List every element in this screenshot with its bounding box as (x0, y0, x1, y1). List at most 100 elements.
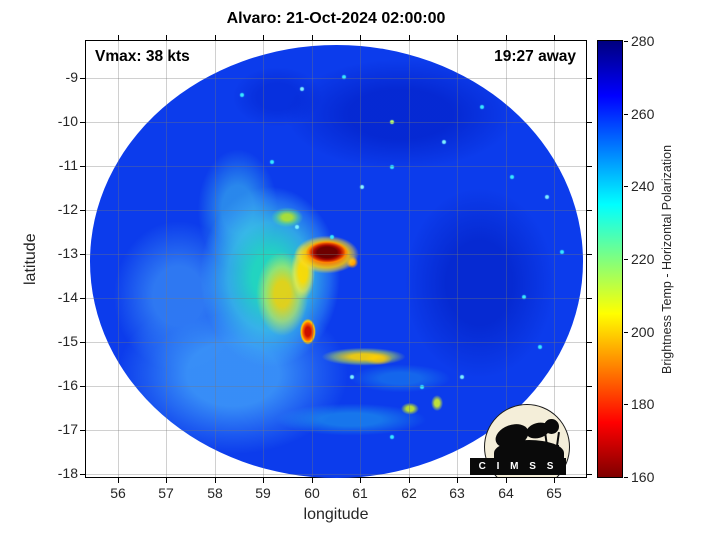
x-tick (118, 478, 119, 483)
x-gridline (263, 41, 264, 477)
y-tick-label: -11 (58, 157, 78, 173)
y-tick (587, 474, 592, 475)
x-tick (360, 35, 361, 40)
x-tick (215, 35, 216, 40)
y-tick (80, 122, 85, 123)
y-gridline (86, 386, 586, 387)
x-tick (457, 35, 458, 40)
y-tick-label: -14 (57, 289, 78, 305)
y-tick (587, 430, 592, 431)
x-tick (166, 35, 167, 40)
x-tick-label: 65 (546, 485, 562, 501)
y-tick-label: -13 (57, 245, 78, 261)
y-gridline (86, 166, 586, 167)
y-gridline (86, 122, 586, 123)
x-tick-label: 58 (207, 485, 223, 501)
x-tick (166, 478, 167, 483)
x-tick-label: 59 (255, 485, 271, 501)
page-title: Alvaro: 21-Oct-2024 02:00:00 (226, 10, 446, 27)
x-gridline (312, 41, 313, 477)
x-tick (409, 478, 410, 483)
x-tick (312, 478, 313, 483)
colorbar-tick (624, 186, 628, 187)
y-gridline (86, 474, 586, 475)
colorbar-tick-label: 220 (631, 251, 655, 267)
x-tick (554, 478, 555, 483)
y-tick (80, 254, 85, 255)
y-tick (587, 298, 592, 299)
x-axis-label: longitude (303, 506, 369, 523)
y-tick (80, 474, 85, 475)
colorbar-tick-label: 160 (631, 469, 655, 485)
x-gridline (166, 41, 167, 477)
y-tick (80, 298, 85, 299)
x-tick (263, 478, 264, 483)
y-gridline (86, 254, 586, 255)
colorbar-tick-label: 180 (631, 396, 655, 412)
plot-area: Vmax: 38 kts 19:27 away C I M S S (80, 35, 592, 483)
eta-annotation: 19:27 away (494, 48, 576, 65)
colorbar-tick-label: 260 (631, 106, 655, 122)
y-tick (80, 342, 85, 343)
y-tick-label: -15 (57, 333, 78, 349)
cimss-banner: C I M S S (470, 458, 566, 475)
colorbar-tick (624, 41, 628, 42)
x-gridline (506, 41, 507, 477)
x-tick-label: 63 (449, 485, 465, 501)
microwave-swath (90, 45, 583, 478)
x-tick-label: 57 (158, 485, 174, 501)
x-tick (554, 35, 555, 40)
x-tick-label: 62 (401, 485, 417, 501)
x-tick (360, 478, 361, 483)
cimss-logo: C I M S S (462, 397, 570, 477)
vmax-annotation: Vmax: 38 kts (95, 48, 190, 65)
y-tick-label: -12 (57, 201, 78, 217)
y-tick (80, 210, 85, 211)
y-tick (587, 122, 592, 123)
colorbar-tick-label: 240 (631, 178, 655, 194)
y-tick-label: -16 (57, 377, 78, 393)
y-tick-label: -10 (57, 113, 78, 129)
x-gridline (360, 41, 361, 477)
colorbar-tick (624, 404, 628, 405)
x-tick (263, 35, 264, 40)
y-tick (587, 342, 592, 343)
x-tick (409, 35, 410, 40)
convective-speckles (90, 45, 94, 49)
x-tick-label: 56 (110, 485, 126, 501)
y-tick (587, 386, 592, 387)
colorbar-tick (624, 114, 628, 115)
x-tick (506, 478, 507, 483)
x-gridline (118, 41, 119, 477)
x-tick (506, 35, 507, 40)
x-tick-label: 61 (352, 485, 368, 501)
y-tick (587, 78, 592, 79)
y-gridline (86, 342, 586, 343)
y-gridline (86, 210, 586, 211)
colorbar (597, 40, 623, 478)
y-tick (587, 166, 592, 167)
colorbar-tick (624, 477, 628, 478)
colorbar-tick (624, 332, 628, 333)
colorbar-tick-label: 280 (631, 33, 655, 49)
y-gridline (86, 430, 586, 431)
x-tick-label: 60 (304, 485, 320, 501)
colorbar-tick (624, 259, 628, 260)
y-tick-label: -17 (57, 421, 78, 437)
x-tick (215, 478, 216, 483)
x-tick (118, 35, 119, 40)
y-tick (80, 166, 85, 167)
y-tick (80, 386, 85, 387)
x-tick-label: 64 (498, 485, 514, 501)
colorbar-tick-label: 200 (631, 324, 655, 340)
y-gridline (86, 298, 586, 299)
y-tick (587, 254, 592, 255)
colorbar-label: Brightness Temp - Horizontal Polarizatio… (660, 144, 674, 374)
x-tick (312, 35, 313, 40)
y-tick (80, 78, 85, 79)
y-gridline (86, 78, 586, 79)
x-gridline (215, 41, 216, 477)
x-gridline (409, 41, 410, 477)
x-gridline (457, 41, 458, 477)
